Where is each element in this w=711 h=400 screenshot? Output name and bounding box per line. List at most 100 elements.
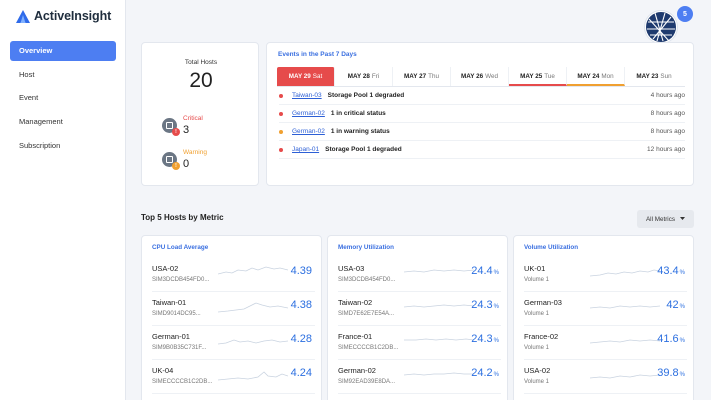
date-tab[interactable]: MAY 29 Sat — [277, 67, 335, 86]
sparkline — [404, 372, 474, 376]
value-unit: % — [679, 372, 685, 378]
sparkline — [404, 304, 474, 308]
value-unit: % — [493, 372, 499, 378]
events-title: Events in the Past 7 Days — [278, 51, 357, 58]
metric-row[interactable]: Taiwan-01 SIMD9014DC95... 4.38 — [152, 292, 315, 326]
server-icon: ! — [162, 152, 180, 170]
notification-badge[interactable]: 5 — [677, 6, 693, 22]
metric-row[interactable]: German-03 Volume 1 42% — [524, 292, 687, 326]
event-host-link[interactable]: German-02 — [292, 110, 325, 117]
caret-down-icon — [680, 217, 686, 220]
volume-name: Volume 1 — [524, 311, 550, 317]
sparkline — [218, 302, 288, 313]
metric-value: 42% — [666, 299, 685, 311]
avatar[interactable] — [644, 10, 678, 44]
metric-value: 24.2% — [471, 367, 499, 379]
value-unit: % — [679, 304, 685, 310]
tab-day: Wed — [485, 73, 498, 80]
volume-name: Volume 1 — [524, 379, 550, 385]
tab-date: MAY 24 — [577, 73, 600, 80]
globe-icon — [646, 12, 676, 42]
sidebar-item-event[interactable]: Event — [19, 93, 39, 103]
metric-value: 39.8% — [657, 367, 685, 379]
app-logo[interactable]: ActiveInsight — [16, 9, 111, 23]
host-id: SIM3DCDB454FD0... — [338, 277, 396, 283]
event-time: 12 hours ago — [647, 146, 685, 153]
sparkline — [590, 339, 660, 344]
date-tab[interactable]: MAY 28 Fri — [335, 67, 393, 86]
date-tab[interactable]: MAY 27 Thu — [393, 67, 451, 86]
metric-row[interactable]: France-02 Volume 1 41.6% — [524, 326, 687, 360]
total-hosts-value: 20 — [189, 69, 213, 92]
metric-row[interactable]: USA-03 SIM3DCDB454FD0... 24.4% — [338, 258, 501, 292]
logo-icon — [16, 9, 30, 23]
metric-row[interactable]: German-02 SIM92EAD39E8DA... 24.2% — [338, 360, 501, 394]
tab-day: Thu — [428, 73, 439, 80]
event-row: Taiwan-03 Storage Pool 1 degraded 4 hour… — [279, 87, 685, 105]
host-name: German-02 — [338, 366, 376, 375]
event-host-link[interactable]: Taiwan-03 — [292, 92, 322, 99]
host-id: SIM9B0B35C731F... — [152, 345, 207, 351]
host-name: USA-02 — [524, 366, 551, 375]
critical-alert-icon: ! — [172, 128, 180, 136]
value-number: 41.6 — [657, 333, 679, 345]
tab-day: Mon — [601, 73, 614, 80]
event-host-link[interactable]: Japan-01 — [292, 146, 320, 153]
server-icon: ! — [162, 118, 180, 136]
critical-summary[interactable]: ! Critical 3 — [162, 115, 203, 136]
tab-date: MAY 29 — [288, 73, 311, 80]
date-tab[interactable]: MAY 24 Mon — [567, 67, 625, 86]
metric-value: 24.4% — [471, 265, 499, 277]
metric-row[interactable]: USA-02 SIM3DCDB454FD0... 4.39 — [152, 258, 315, 292]
metric-row[interactable]: UK-01 Volume 1 43.4% — [524, 258, 687, 292]
metric-value: 4.28 — [291, 333, 313, 345]
warning-count: 0 — [183, 158, 190, 170]
metric-row[interactable]: UK-04 SIMECCCCB1C2DB... 4.24 — [152, 360, 315, 394]
event-row: German-02 1 in warning status 8 hours ag… — [279, 123, 685, 141]
sparkline — [590, 374, 660, 379]
host-id: SIM3DCDB454FD0... — [152, 277, 210, 283]
event-time: 4 hours ago — [650, 92, 685, 99]
event-host-link[interactable]: German-02 — [292, 128, 325, 135]
app-name: ActiveInsight — [34, 9, 112, 23]
event-time: 8 hours ago — [650, 110, 685, 117]
host-name: Taiwan-01 — [152, 298, 187, 307]
warning-summary[interactable]: ! Warning 0 — [162, 149, 207, 170]
metric-row[interactable]: USA-02 Volume 1 39.8% — [524, 360, 687, 394]
event-message: 1 in warning status — [330, 128, 390, 135]
total-hosts-label: Total Hosts — [184, 59, 218, 66]
host-name: German-03 — [524, 298, 562, 307]
date-tab[interactable]: MAY 25 Tue — [509, 67, 567, 86]
host-name: German-01 — [152, 332, 190, 341]
host-name: USA-02 — [152, 264, 179, 273]
metric-row[interactable]: France-01 SIMECCCCB1C2DB... 24.3% — [338, 326, 501, 360]
tab-date: MAY 28 — [347, 73, 370, 80]
volume-name: Volume 1 — [524, 277, 550, 283]
critical-dot-icon — [279, 147, 283, 152]
event-message: Storage Pool 1 degraded — [325, 146, 402, 153]
warning-dot-icon — [279, 129, 283, 134]
metrics-filter-dropdown[interactable]: All Metrics — [637, 210, 694, 228]
metric-row[interactable]: Taiwan-02 SIMD7E62E7E54A... 24.3% — [338, 292, 501, 326]
metric-value: 4.39 — [291, 265, 313, 277]
sidebar-item-subscription[interactable]: Subscription — [19, 140, 61, 150]
metric-row[interactable]: German-01 SIM9B0B35C731F... 4.28 — [152, 326, 315, 360]
metric-value: 24.3% — [471, 333, 499, 345]
date-tab[interactable]: MAY 26 Wed — [451, 67, 509, 86]
host-id: SIMD9014DC95... — [152, 311, 201, 317]
date-tab[interactable]: MAY 23 Sun — [625, 67, 683, 86]
event-row: Japan-01 Storage Pool 1 degraded 12 hour… — [279, 141, 685, 159]
metric-value: 41.6% — [657, 333, 685, 345]
host-id: SIMECCCCB1C2DB... — [338, 345, 399, 351]
metric-value: 24.3% — [471, 299, 499, 311]
value-number: 24.3 — [471, 299, 493, 311]
sidebar-item-management[interactable]: Management — [19, 117, 63, 127]
section-title: Top 5 Hosts by Metric — [141, 213, 224, 222]
host-name: USA-03 — [338, 264, 365, 273]
tab-date: MAY 23 — [636, 73, 659, 80]
host-name: France-02 — [524, 332, 559, 341]
host-id: SIMD7E62E7E54A... — [338, 311, 395, 317]
sidebar-item-overview[interactable]: Overview — [10, 41, 116, 61]
tab-day: Tue — [544, 73, 555, 80]
sidebar-item-host[interactable]: Host — [19, 69, 35, 79]
